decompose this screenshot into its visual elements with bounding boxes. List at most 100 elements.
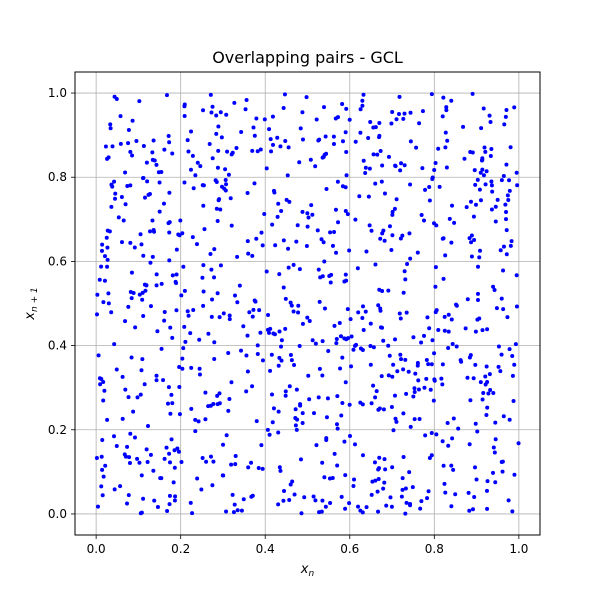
scatter-point [506, 198, 511, 203]
scatter-point [209, 110, 214, 115]
scatter-point [465, 297, 470, 302]
scatter-point [475, 177, 480, 182]
scatter-point [232, 502, 237, 507]
scatter-point [95, 504, 100, 509]
scatter-point [480, 167, 485, 172]
scatter-point [376, 303, 381, 308]
scatter-point [331, 134, 336, 139]
scatter-point [209, 267, 214, 272]
scatter-point [276, 363, 281, 368]
scatter-point [450, 342, 455, 347]
scatter-point [276, 430, 281, 435]
scatter-point [505, 193, 510, 198]
scatter-point [400, 487, 405, 492]
scatter-point [323, 134, 328, 139]
scatter-point [487, 372, 492, 377]
scatter-point [476, 264, 481, 269]
scatter-point [469, 240, 474, 245]
scatter-point [399, 357, 404, 362]
scatter-point [332, 451, 337, 456]
scatter-point [373, 395, 378, 400]
scatter-point [353, 139, 358, 144]
scatter-point [298, 126, 303, 131]
scatter-point [174, 281, 179, 286]
scatter-point [295, 223, 300, 228]
scatter-point [186, 149, 191, 154]
scatter-point [427, 455, 432, 460]
scatter-point [235, 300, 240, 305]
scatter-point [382, 191, 387, 196]
scatter-point [473, 329, 478, 334]
scatter-point [271, 142, 276, 147]
x-tick-label: 1.0 [509, 542, 528, 556]
scatter-point [386, 343, 391, 348]
scatter-point [100, 438, 105, 443]
scatter-point [501, 244, 506, 249]
scatter-point [265, 427, 270, 432]
scatter-point [501, 414, 506, 419]
scatter-point [333, 207, 338, 212]
scatter-point [471, 376, 476, 381]
scatter-point [148, 304, 153, 309]
scatter-point [269, 352, 274, 357]
scatter-point [224, 182, 229, 187]
data-points [94, 91, 521, 516]
scatter-point [380, 163, 385, 168]
scatter-point [182, 288, 187, 293]
scatter-point [401, 116, 406, 121]
scatter-point [277, 329, 282, 334]
scatter-point [449, 98, 454, 103]
scatter-point [414, 145, 419, 150]
scatter-point [493, 480, 498, 485]
scatter-point [361, 92, 366, 97]
scatter-point [482, 145, 487, 150]
scatter-point [323, 504, 328, 509]
scatter-point [319, 237, 324, 242]
scatter-point [349, 364, 354, 369]
scatter-point [445, 138, 450, 143]
scatter-point [361, 304, 365, 309]
scatter-point [408, 182, 413, 187]
scatter-point [217, 401, 222, 406]
scatter-point [214, 131, 219, 136]
scatter-point [306, 373, 311, 378]
scatter-point [401, 367, 406, 372]
scatter-point [126, 304, 131, 309]
scatter-point [454, 302, 459, 307]
scatter-point [512, 105, 517, 110]
scatter-point [211, 459, 216, 464]
scatter-point [162, 147, 167, 152]
scatter-point [262, 211, 267, 216]
scatter-point [373, 125, 378, 130]
scatter-point [100, 242, 105, 247]
scatter-point [291, 262, 296, 267]
scatter-point [129, 270, 134, 275]
scatter-point [394, 419, 399, 424]
scatter-point [145, 179, 150, 184]
scatter-point [468, 398, 473, 403]
scatter-point [226, 172, 231, 177]
scatter-point [106, 301, 111, 306]
scatter-point [245, 239, 250, 244]
scatter-point [425, 496, 430, 501]
scatter-point [439, 376, 444, 381]
scatter-point [408, 424, 413, 429]
scatter-point [356, 310, 361, 315]
scatter-point [112, 342, 117, 347]
scatter-point [488, 153, 493, 158]
scatter-point [407, 231, 412, 236]
scatter-point [132, 435, 137, 440]
scatter-point [177, 233, 182, 238]
scatter-point [504, 217, 508, 222]
scatter-point [269, 149, 274, 154]
scatter-point [159, 346, 164, 351]
scatter-point [283, 326, 288, 331]
scatter-point [470, 150, 475, 155]
scatter-point [397, 94, 402, 99]
scatter-point [452, 220, 457, 225]
scatter-point [217, 391, 222, 396]
scatter-point [369, 492, 374, 497]
scatter-point [338, 334, 343, 339]
scatter-point [305, 224, 310, 229]
scatter-point [317, 510, 322, 515]
